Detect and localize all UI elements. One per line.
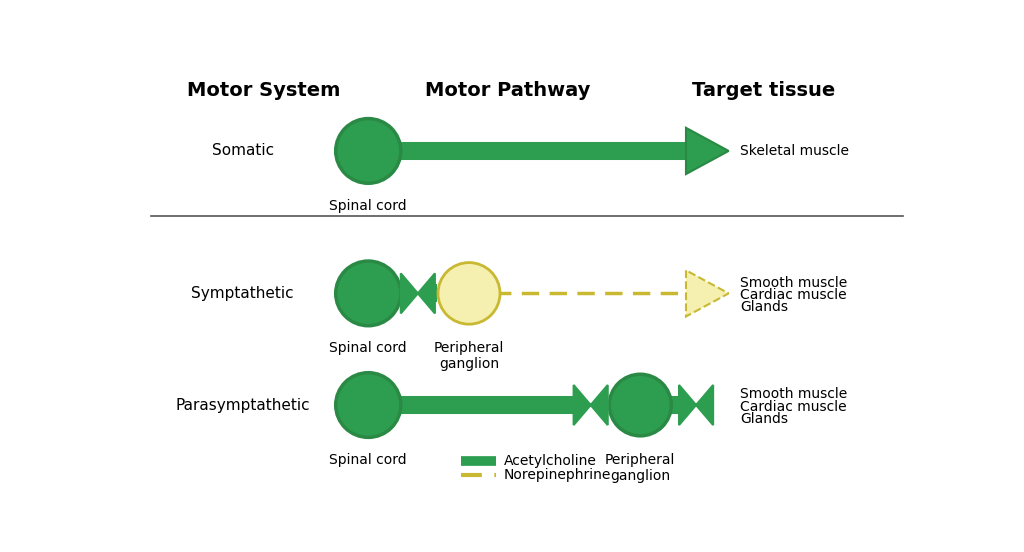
Text: Motor System: Motor System (187, 81, 340, 100)
Text: Norepinephrine: Norepinephrine (504, 468, 611, 482)
Polygon shape (679, 385, 713, 425)
Circle shape (438, 263, 500, 324)
Circle shape (609, 374, 672, 436)
Text: Smooth muscle: Smooth muscle (740, 275, 848, 290)
Text: Peripheral
ganglion: Peripheral ganglion (434, 341, 504, 371)
Text: Cardiac muscle: Cardiac muscle (740, 400, 847, 413)
Text: Target tissue: Target tissue (692, 81, 836, 100)
Polygon shape (686, 270, 729, 316)
Text: Symptathetic: Symptathetic (191, 286, 294, 301)
Polygon shape (573, 385, 607, 425)
Circle shape (336, 261, 400, 326)
Text: Spinal cord: Spinal cord (330, 453, 408, 467)
Text: Spinal cord: Spinal cord (330, 199, 408, 213)
Text: Spinal cord: Spinal cord (330, 341, 408, 355)
Circle shape (336, 373, 400, 437)
Text: Parasymptathetic: Parasymptathetic (175, 397, 310, 412)
Text: Peripheral
ganglion: Peripheral ganglion (605, 453, 676, 483)
Text: Smooth muscle: Smooth muscle (740, 388, 848, 401)
Text: Acetylcholine: Acetylcholine (504, 454, 597, 468)
Text: Somatic: Somatic (212, 144, 273, 158)
Circle shape (336, 119, 400, 183)
Text: Cardiac muscle: Cardiac muscle (740, 288, 847, 302)
Polygon shape (400, 273, 435, 314)
Polygon shape (686, 128, 729, 174)
Text: Skeletal muscle: Skeletal muscle (740, 144, 849, 158)
Text: Glands: Glands (740, 412, 788, 426)
Text: Glands: Glands (740, 300, 788, 314)
Text: Motor Pathway: Motor Pathway (425, 81, 591, 100)
